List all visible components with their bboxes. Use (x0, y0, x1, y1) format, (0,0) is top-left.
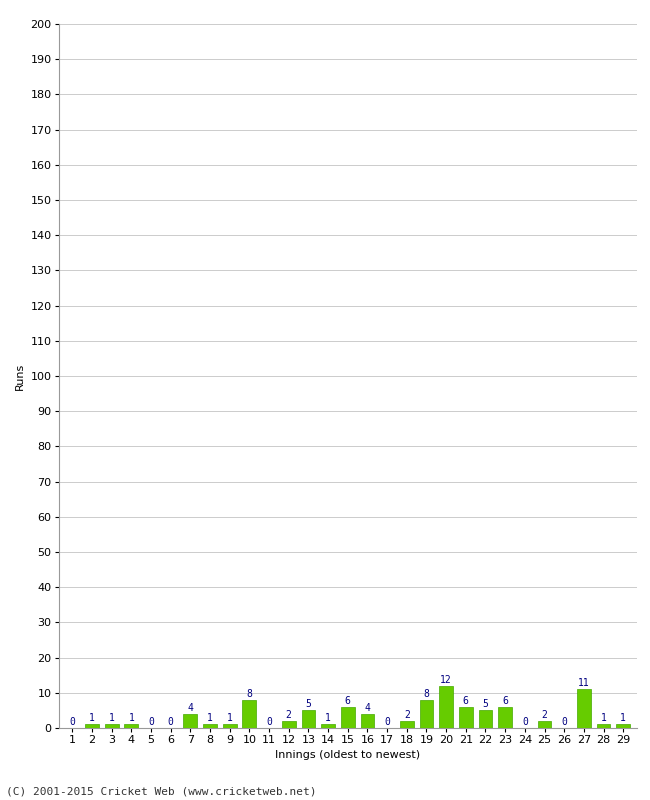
X-axis label: Innings (oldest to newest): Innings (oldest to newest) (275, 750, 421, 761)
Text: 4: 4 (365, 703, 370, 713)
Bar (302, 710, 315, 728)
Bar (105, 725, 118, 728)
Text: 1: 1 (89, 714, 95, 723)
Bar (223, 725, 237, 728)
Text: 0: 0 (70, 717, 75, 727)
Text: 12: 12 (440, 674, 452, 685)
Text: 6: 6 (463, 696, 469, 706)
Text: 8: 8 (424, 689, 430, 698)
Text: (C) 2001-2015 Cricket Web (www.cricketweb.net): (C) 2001-2015 Cricket Web (www.cricketwe… (6, 786, 317, 796)
Text: 4: 4 (187, 703, 193, 713)
Bar (400, 721, 413, 728)
Bar (361, 714, 374, 728)
Text: 0: 0 (148, 717, 154, 727)
Text: 1: 1 (325, 714, 331, 723)
Bar (183, 714, 197, 728)
Bar (616, 725, 630, 728)
Text: 5: 5 (482, 699, 488, 710)
Bar (419, 700, 434, 728)
Y-axis label: Runs: Runs (15, 362, 25, 390)
Text: 6: 6 (502, 696, 508, 706)
Text: 1: 1 (227, 714, 233, 723)
Text: 1: 1 (620, 714, 626, 723)
Text: 11: 11 (578, 678, 590, 688)
Text: 0: 0 (168, 717, 174, 727)
Bar (341, 707, 355, 728)
Text: 2: 2 (541, 710, 547, 720)
Bar (577, 690, 591, 728)
Text: 1: 1 (601, 714, 606, 723)
Text: 1: 1 (207, 714, 213, 723)
Text: 0: 0 (384, 717, 390, 727)
Bar (282, 721, 296, 728)
Bar (538, 721, 551, 728)
Bar (499, 707, 512, 728)
Bar (478, 710, 493, 728)
Text: 6: 6 (344, 696, 351, 706)
Bar (439, 686, 453, 728)
Text: 1: 1 (128, 714, 135, 723)
Bar (459, 707, 473, 728)
Text: 5: 5 (306, 699, 311, 710)
Text: 0: 0 (266, 717, 272, 727)
Bar (85, 725, 99, 728)
Text: 2: 2 (404, 710, 410, 720)
Bar (124, 725, 138, 728)
Bar (242, 700, 256, 728)
Bar (321, 725, 335, 728)
Text: 2: 2 (286, 710, 292, 720)
Text: 0: 0 (522, 717, 528, 727)
Text: 0: 0 (561, 717, 567, 727)
Text: 8: 8 (246, 689, 252, 698)
Text: 1: 1 (109, 714, 114, 723)
Bar (203, 725, 217, 728)
Bar (597, 725, 610, 728)
